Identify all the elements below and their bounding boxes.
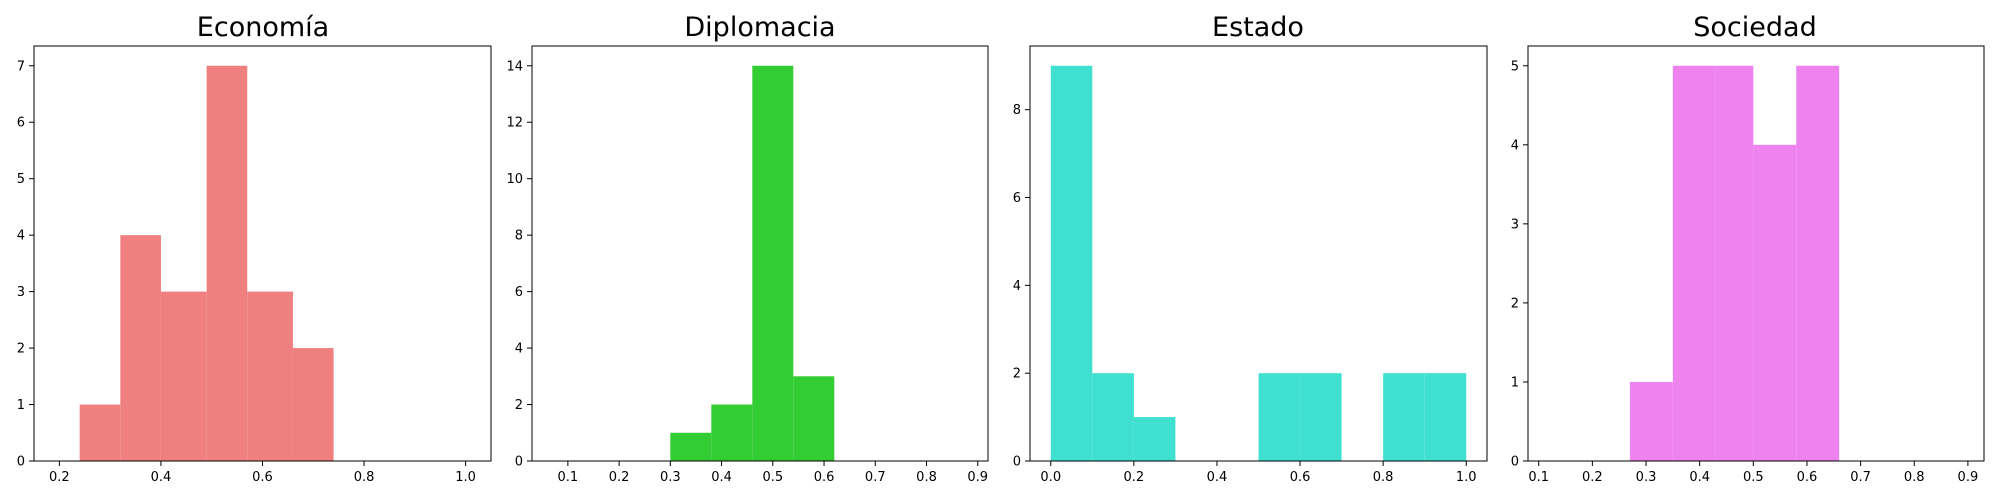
x-tick-label: 0.3 (1636, 470, 1657, 485)
histogram-bar (1753, 144, 1797, 462)
x-tick-label: 0.5 (1743, 470, 1764, 485)
y-tick-label: 4 (1013, 279, 1021, 294)
subplot-title: Diplomacia (684, 12, 835, 43)
x-tick-label: 0.8 (1373, 470, 1394, 485)
y-tick-label: 1 (17, 398, 25, 413)
histogram-bar (206, 65, 248, 461)
histogram-bar (670, 432, 712, 461)
x-tick-label: 0.3 (660, 470, 681, 485)
histogram-bar (120, 235, 161, 461)
histogram-bar (752, 65, 794, 461)
y-tick-label: 8 (515, 229, 523, 244)
y-tick-label: 0 (1511, 455, 1519, 470)
y-tick-label: 4 (17, 229, 25, 244)
histogram-bar (1715, 65, 1754, 461)
y-tick-label: 1 (1511, 375, 1519, 390)
x-tick-label: 0.2 (1124, 470, 1145, 485)
subplot-sociedad: Sociedad 0.1 0.2 0.3 0.4 0.5 0.6 0.7 0.8 0.9 0 1 2 3… (1511, 12, 1985, 485)
axes-frame (33, 45, 492, 462)
histogram-bar (1672, 65, 1716, 461)
x-tick-label: 1.0 (1456, 470, 1477, 485)
y-tick-label: 4 (515, 342, 523, 357)
subplot-economia: Economía 0.2 0.4 0.6 0.8 1.0 0 1 2 3 4 5 6 7 (17, 12, 492, 485)
histogram-bar (1629, 381, 1673, 461)
y-tick-label: 6 (17, 116, 25, 131)
y-tick-label: 14 (506, 59, 523, 74)
histogram-bar (79, 404, 121, 461)
x-tick-label: 0.6 (814, 470, 835, 485)
y-tick-label: 4 (1511, 138, 1519, 153)
subplot-title: Economía (197, 12, 329, 43)
histogram-bar (1092, 373, 1134, 461)
y-tick-label: 7 (17, 59, 25, 74)
subplot-diplomacia: Diplomacia 0.1 0.2 0.3 0.4 0.5 0.6 0.7 0.8 0.9 0 2… (506, 12, 989, 485)
histogram-bar (247, 291, 293, 461)
y-tick-label: 10 (506, 172, 523, 187)
x-tick-label: 0.9 (1958, 470, 1979, 485)
y-tick-label: 2 (1013, 367, 1021, 382)
y-tick-label: 5 (1511, 59, 1519, 74)
x-tick-label: 0.4 (711, 470, 732, 485)
y-tick-label: 2 (1511, 296, 1519, 311)
x-tick-label: 0.1 (1528, 470, 1549, 485)
histogram-bar (793, 376, 835, 461)
y-tick-label: 0 (17, 455, 25, 470)
histogram-bar (1258, 373, 1301, 461)
x-tick-label: 0.4 (151, 470, 172, 485)
y-tick-label: 6 (515, 285, 523, 300)
subplot-title: Estado (1212, 12, 1304, 43)
x-tick-label: 0.2 (609, 470, 630, 485)
y-tick-label: 5 (17, 172, 25, 187)
y-tick-label: 12 (506, 116, 523, 131)
x-tick-label: 0.7 (1850, 470, 1871, 485)
histogram-bar (292, 348, 334, 461)
y-tick-label: 0 (1013, 455, 1021, 470)
subplot-title: Sociedad (1693, 12, 1816, 43)
x-tick-label: 0.8 (916, 470, 937, 485)
histogram-bar (1133, 417, 1176, 461)
y-tick-label: 8 (1013, 103, 1021, 118)
y-tick-label: 3 (1511, 217, 1519, 232)
x-tick-label: 0.0 (1040, 470, 1061, 485)
y-tick-label: 2 (515, 398, 523, 413)
histogram-bar (711, 404, 753, 461)
axes-frame (1029, 45, 1488, 462)
x-tick-label: 1.0 (455, 470, 476, 485)
histogram-bar (1796, 65, 1840, 461)
x-tick-label: 0.2 (49, 470, 70, 485)
axes-frame (1527, 45, 1985, 462)
x-tick-label: 0.8 (354, 470, 375, 485)
x-tick-label: 0.9 (967, 470, 988, 485)
histogram-bar (1383, 373, 1425, 461)
x-tick-label: 0.8 (1904, 470, 1925, 485)
histogram-bar (1050, 65, 1093, 461)
x-tick-label: 0.5 (762, 470, 783, 485)
histogram-bar (1300, 373, 1342, 461)
histogram-bar (1424, 373, 1467, 461)
x-tick-label: 0.4 (1207, 470, 1228, 485)
x-tick-label: 0.4 (1689, 470, 1710, 485)
y-tick-label: 2 (17, 342, 25, 357)
y-tick-label: 0 (515, 455, 523, 470)
subplot-estado: Estado 0.0 0.2 0.4 0.6 0.8 1.0 0 2 4 6 8 (1013, 12, 1488, 485)
y-tick-label: 3 (17, 285, 25, 300)
y-tick-label: 6 (1013, 191, 1021, 206)
x-tick-label: 0.6 (252, 470, 273, 485)
x-tick-label: 0.2 (1582, 470, 1603, 485)
histogram-bar (160, 291, 207, 461)
x-tick-label: 0.1 (558, 470, 579, 485)
x-tick-label: 0.6 (1797, 470, 1818, 485)
x-tick-label: 0.6 (1290, 470, 1311, 485)
axes-frame (531, 45, 989, 462)
x-tick-label: 0.7 (865, 470, 886, 485)
